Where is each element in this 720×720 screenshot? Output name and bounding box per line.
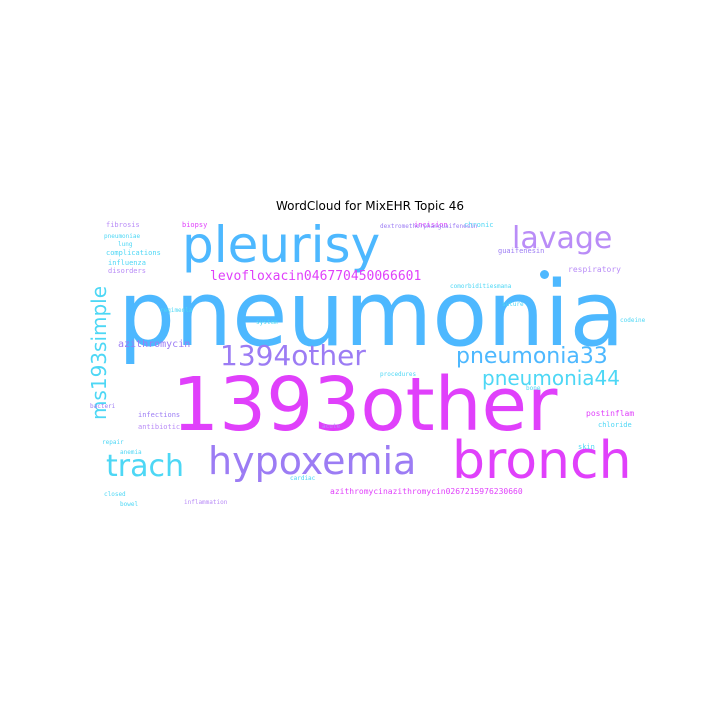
dot-marker xyxy=(540,270,549,279)
word-bowel: bowel xyxy=(120,501,139,508)
word-pneumonia33: pneumonia33 xyxy=(456,344,608,369)
word-closed: closed xyxy=(104,491,126,498)
word-chloride: chloride xyxy=(598,421,632,429)
word-codeine: codeine xyxy=(620,317,646,324)
word-infections: infections xyxy=(138,411,181,419)
word-guaifenesin: guaifenesin xyxy=(498,247,545,255)
word-repair: repair xyxy=(102,439,124,446)
word-pleurisy: pleurisy xyxy=(182,216,381,274)
word-1393other: 1393other xyxy=(172,362,558,448)
word-complications: complications xyxy=(106,249,161,257)
word-disorders: disorders xyxy=(108,267,146,275)
word-regimenla: regimenla xyxy=(160,307,193,314)
word-suture: suture xyxy=(502,301,524,308)
chart-title: WordCloud for MixEHR Topic 46 xyxy=(275,199,465,213)
word-azithromycin: azithromycin xyxy=(118,339,191,350)
word-lung: lung xyxy=(118,241,133,248)
word-system: system xyxy=(256,319,278,326)
word-acute: acute xyxy=(322,423,341,430)
word-comorbidities: comorbiditiesmana xyxy=(450,283,512,290)
word-cardiac: cardiac xyxy=(290,475,316,482)
word-fibrosis: fibrosis xyxy=(106,221,140,229)
word-biopsy: biopsy xyxy=(182,221,208,229)
word-skin: skin xyxy=(578,443,595,451)
word-azithromycin-long: azithromycinazithromycin0267215976230660 xyxy=(330,487,523,496)
word-pneumonia44: pneumonia44 xyxy=(482,366,621,390)
word-hypoxemia: hypoxemia xyxy=(208,439,417,483)
word-antibiotic: antibiotic xyxy=(138,423,181,431)
word-chronic: chronic xyxy=(464,221,494,229)
word-trach: trach xyxy=(106,449,184,484)
word-dextromethorphan: dextromethorphanguaifenesin xyxy=(380,223,478,230)
word-levofloxacin: levofloxacin046770450066601 xyxy=(210,269,422,284)
word-1394other: 1394other xyxy=(220,339,366,372)
word-pneumonia: pneumonia xyxy=(118,262,625,367)
word-cloud: pneumonia 1393other pleurisy bronch hypo… xyxy=(80,216,655,508)
word-influenza: influenza xyxy=(108,259,146,267)
word-pneumoniae: pneumoniae xyxy=(104,233,141,240)
word-procedures: procedures xyxy=(380,371,417,378)
word-bronch: bronch xyxy=(452,431,632,491)
word-bacteri: bacteri xyxy=(90,403,116,410)
word-lavage: lavage xyxy=(512,221,613,256)
word-incision: incision xyxy=(414,221,448,229)
word-postinflam: postinflam xyxy=(586,409,635,418)
word-inflammation: inflammation xyxy=(184,499,228,506)
word-bone: bone xyxy=(526,385,541,392)
word-anemia: anemia xyxy=(120,449,142,456)
word-respiratory: respiratory xyxy=(568,265,621,274)
word-ms193simple: ms193simple xyxy=(87,285,112,421)
